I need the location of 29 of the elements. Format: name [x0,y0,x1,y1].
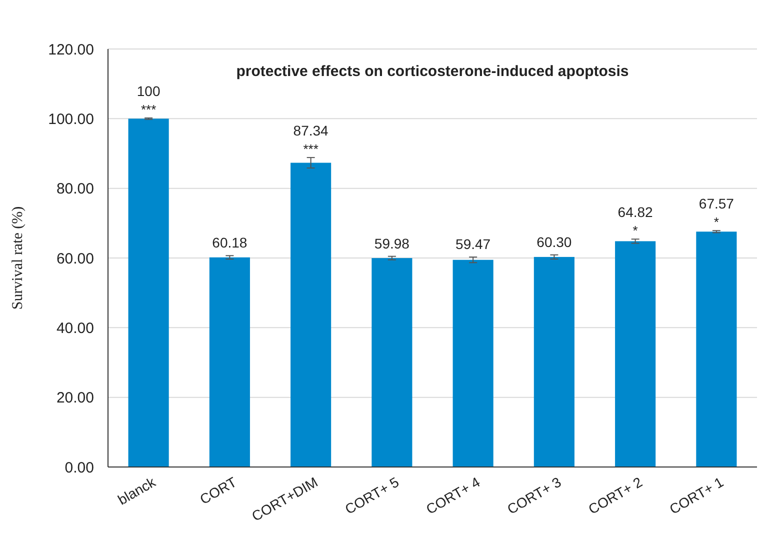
data-label: 60.18 [212,234,248,251]
bar [209,257,250,467]
bar [452,260,494,467]
data-label: 64.82 [618,204,654,220]
y-tick-label: 80.00 [56,180,94,198]
data-label: 100 [136,82,160,99]
bar [615,241,656,467]
data-label: 67.57 [698,196,734,212]
data-label: 59.98 [374,235,410,252]
bar [696,232,737,467]
annotation: * [714,214,719,230]
bar [290,162,332,467]
y-tick-label: 60.00 [56,250,94,268]
y-tick-label: 100.00 [48,110,94,128]
annotation: *** [303,142,318,157]
bar [128,118,169,467]
bar [534,256,574,467]
y-tick-label: 40.00 [56,320,94,337]
data-label: 59.47 [456,236,491,252]
text: protective effects on corticosterone-induced apoptosis [236,63,629,80]
y-axis-title: Survival rate (%) [10,206,26,310]
bar [372,258,412,467]
y-tick-label: 0.00 [64,459,94,476]
y-tick-label: 20.00 [56,390,94,407]
y-tick-label: 120.00 [48,41,94,58]
data-label: 87.34 [293,122,329,139]
annotation: *** [140,102,156,117]
annotation: * [632,223,638,238]
data-label: 60.30 [536,234,572,250]
